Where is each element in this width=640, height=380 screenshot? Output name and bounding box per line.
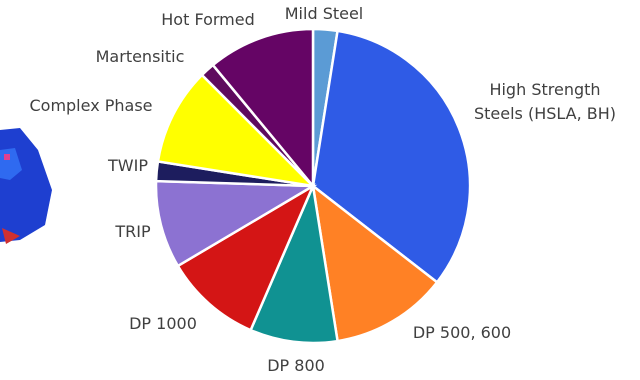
slice-label: Complex Phase (29, 96, 153, 115)
slice-label: Mild Steel (284, 4, 364, 23)
slice-label: Hot Formed (161, 10, 255, 29)
slice-label: DP 1000 (129, 314, 197, 333)
slice-label: High Strength Steels (HSLA, BH) (473, 80, 617, 123)
pie-slice (154, 179, 318, 268)
slice-label: DP 800 (267, 356, 325, 375)
slice-label: Martensitic (95, 47, 185, 66)
slice-label: TWIP (108, 156, 148, 175)
pie-slice (156, 73, 317, 188)
pie-slice (311, 29, 472, 284)
pie-slice (211, 27, 315, 190)
pie-slice (311, 183, 439, 343)
slice-label: TRIP (115, 222, 151, 241)
slice-label: DP 500, 600 (412, 323, 512, 342)
pie-slice (249, 181, 339, 345)
pie-slice (176, 182, 316, 332)
car-image-fragment (0, 128, 52, 244)
